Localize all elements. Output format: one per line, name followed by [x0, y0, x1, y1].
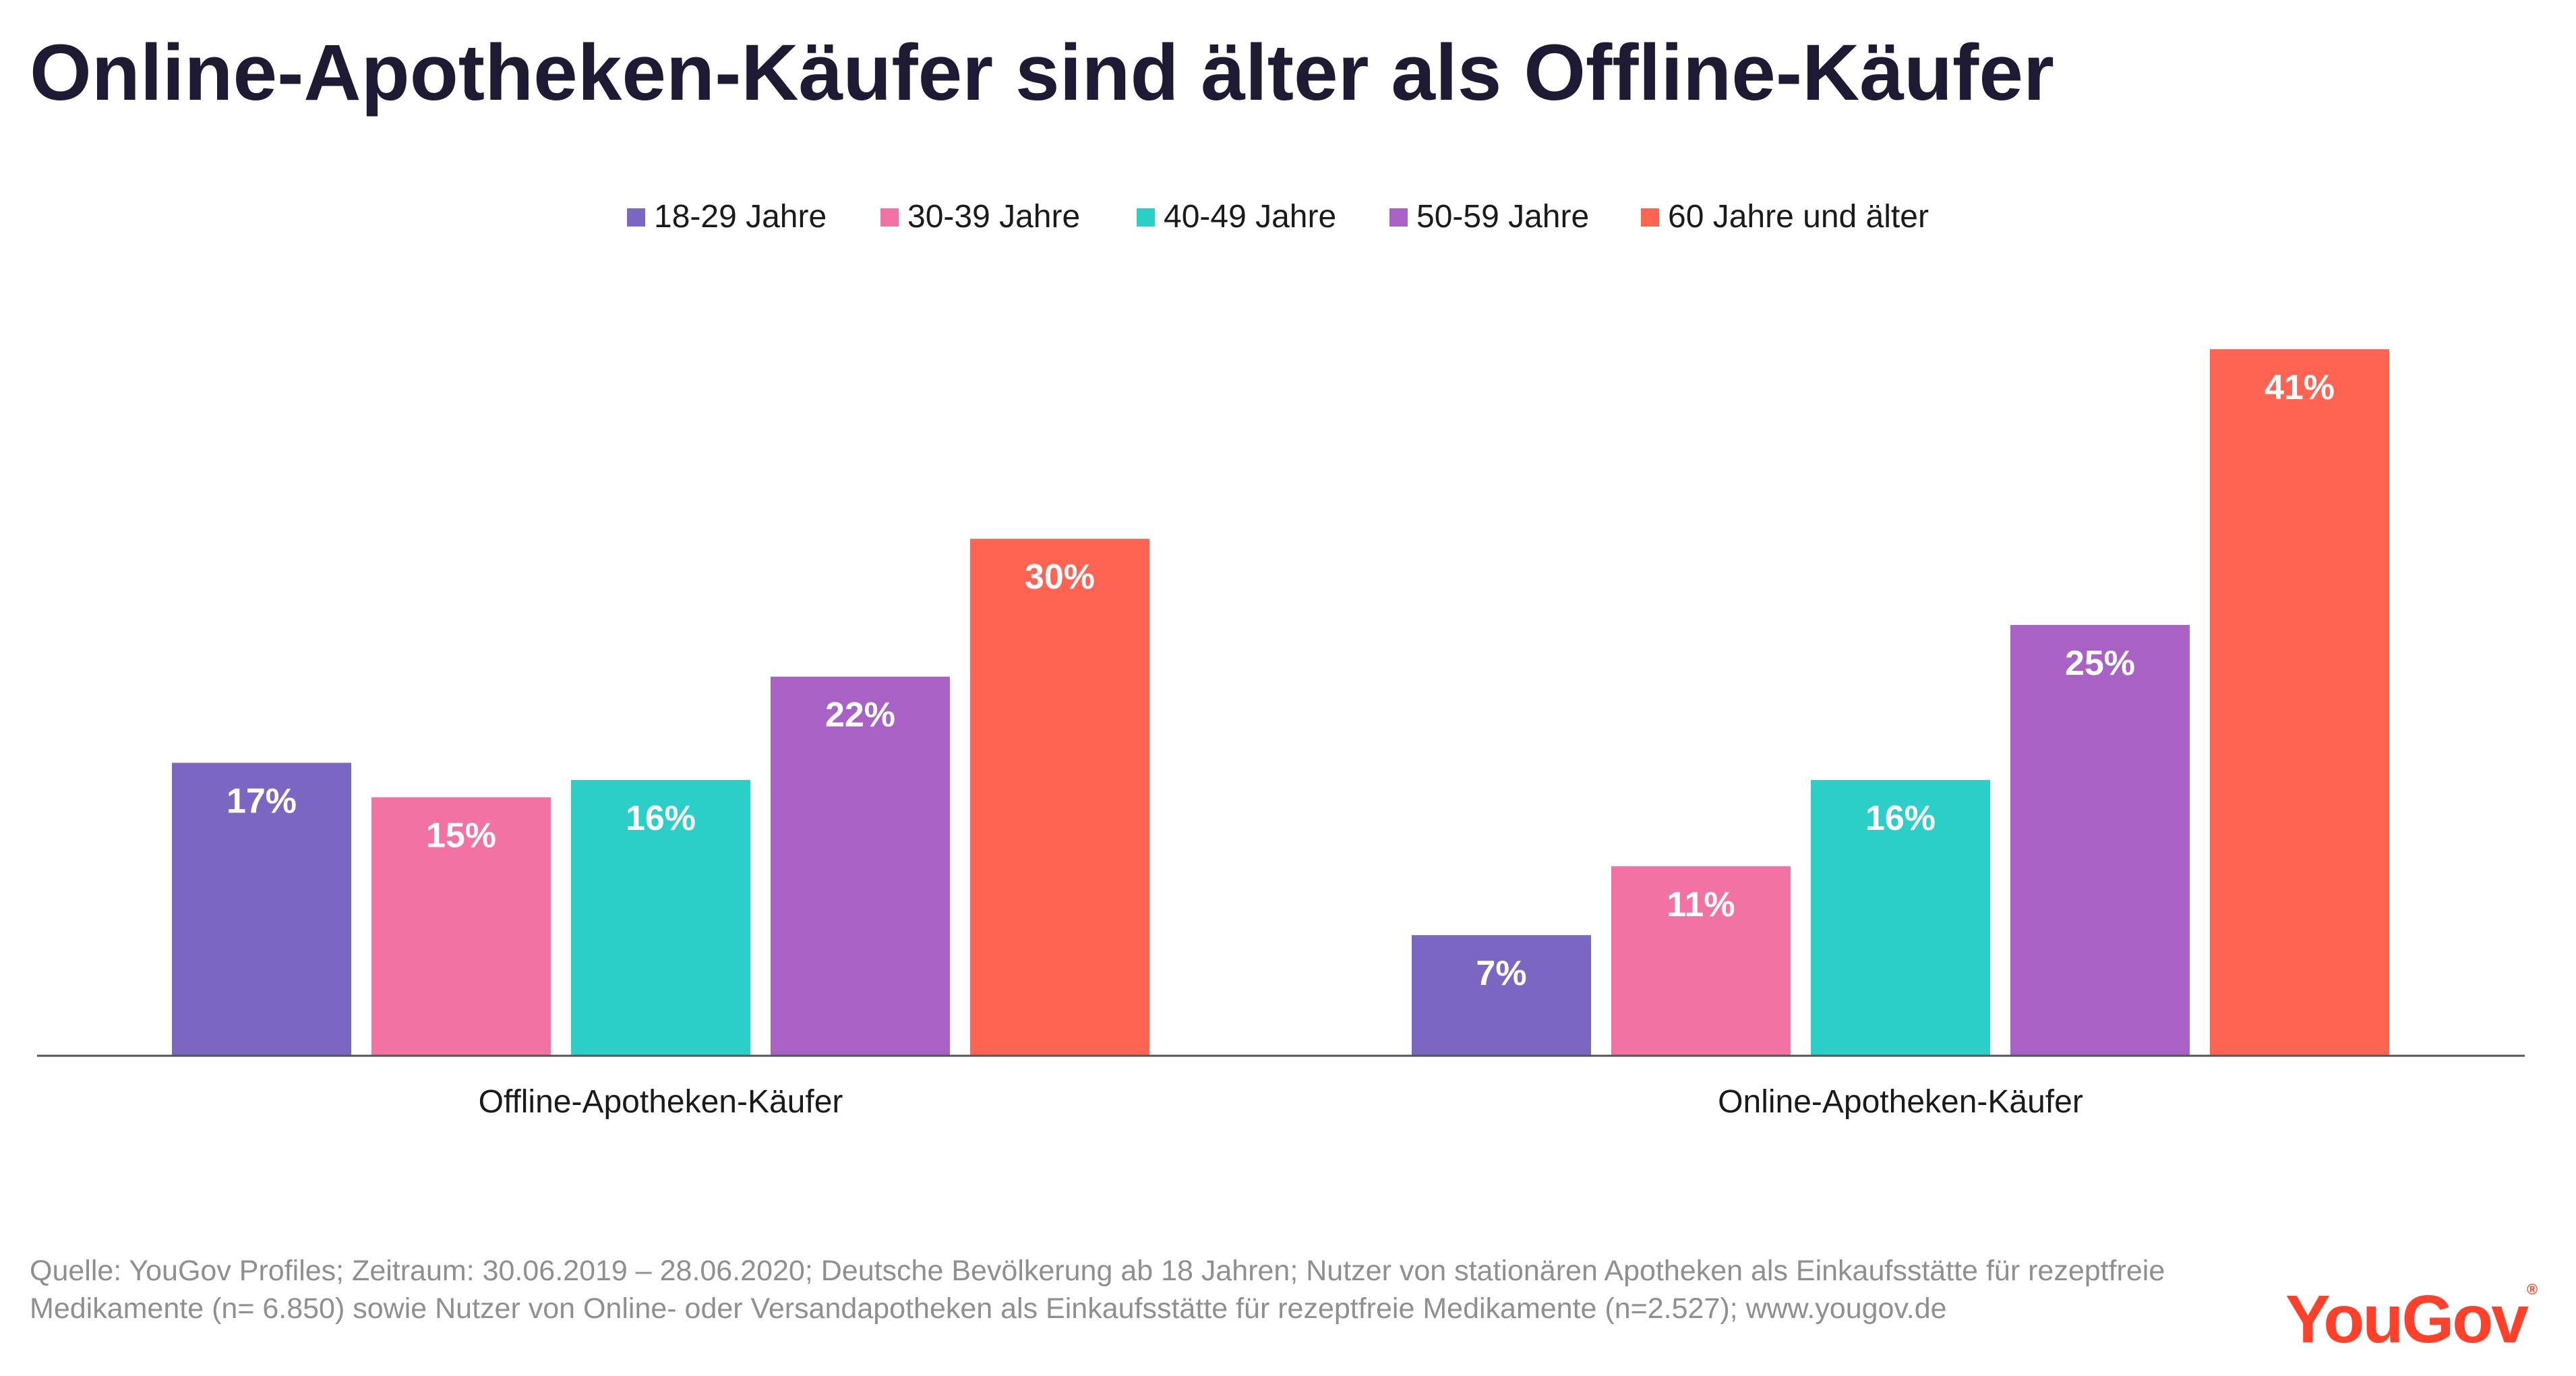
- value-label: 30%: [1025, 558, 1095, 597]
- bars-group: [172, 349, 2389, 1056]
- bar-offline-apotheken-k-ufer-60-jahre-und-lter: [970, 539, 1149, 1056]
- value-label: 17%: [227, 781, 297, 820]
- legend-item-50-59-jahre: 50-59 Jahre: [1389, 199, 1589, 235]
- legend-label: 18-29 Jahre: [654, 199, 827, 235]
- source-note: Quelle: YouGov Profiles; Zeitraum: 30.06…: [30, 1252, 2254, 1327]
- logo-text: YouGov: [2285, 1282, 2529, 1357]
- category-label: Online-Apotheken-Käufer: [1718, 1084, 2083, 1120]
- legend-item-30-39-jahre: 30-39 Jahre: [880, 199, 1080, 235]
- legend-swatch: [1137, 208, 1155, 227]
- legend-item-60-jahre-und-lter: 60 Jahre und älter: [1641, 199, 1929, 235]
- bar-online-apotheken-k-ufer-18-29-jahre: [1412, 935, 1591, 1056]
- value-label: 22%: [825, 696, 895, 735]
- value-labels-group: 17% 15% 16% 22% 30% 7% 11% 16% 25% 41%: [227, 368, 2335, 993]
- legend-item-40-49-jahre: 40-49 Jahre: [1137, 199, 1336, 235]
- bar-offline-apotheken-k-ufer-40-49-jahre: [571, 780, 750, 1056]
- logo-registered-mark: ®: [2526, 1281, 2538, 1298]
- bar-online-apotheken-k-ufer-50-59-jahre: [2010, 624, 2190, 1056]
- bar-online-apotheken-k-ufer-60-jahre-und-lter: [2210, 349, 2389, 1056]
- bar-chart: 18-29 Jahre 30-39 Jahre 40-49 Jahre 50-59 J…: [37, 199, 2525, 1120]
- legend-swatch: [880, 208, 899, 227]
- legend-label: 30-39 Jahre: [907, 199, 1080, 235]
- category-labels-group: Offline-Apotheken-Käufer Online-Apotheken…: [479, 1084, 2083, 1120]
- value-label: 15%: [426, 816, 496, 856]
- source-line-1: Quelle: YouGov Profiles; Zeitraum: 30.06…: [30, 1255, 2165, 1287]
- value-label: 41%: [2265, 368, 2335, 407]
- chart-title: Online-Apotheken-Käufer sind älter als O…: [30, 28, 2054, 117]
- legend-swatch: [1641, 208, 1659, 227]
- legend-label: 60 Jahre und älter: [1668, 199, 1929, 235]
- legend-label: 50-59 Jahre: [1416, 199, 1589, 235]
- legend-swatch: [627, 208, 645, 227]
- value-label: 25%: [2065, 644, 2135, 683]
- source-line-2: Medikamente (n= 6.850) sowie Nutzer von …: [30, 1292, 1947, 1325]
- bar-online-apotheken-k-ufer-40-49-jahre: [1811, 780, 1990, 1056]
- legend-item-18-29-jahre: 18-29 Jahre: [627, 199, 827, 235]
- bar-offline-apotheken-k-ufer-18-29-jahre: [172, 762, 351, 1056]
- legend-label: 40-49 Jahre: [1164, 199, 1336, 235]
- legend: 18-29 Jahre 30-39 Jahre 40-49 Jahre 50-59 J…: [627, 199, 1929, 235]
- value-label: 16%: [626, 799, 696, 838]
- value-label: 7%: [1476, 954, 1526, 993]
- bar-offline-apotheken-k-ufer-50-59-jahre: [771, 676, 950, 1056]
- value-label: 16%: [1865, 799, 1936, 838]
- legend-swatch: [1389, 208, 1408, 227]
- yougov-logo: YouGov®: [2285, 1281, 2538, 1358]
- category-label: Offline-Apotheken-Käufer: [479, 1084, 843, 1120]
- value-label: 11%: [1667, 885, 1735, 924]
- bar-offline-apotheken-k-ufer-30-39-jahre: [371, 797, 551, 1056]
- bar-online-apotheken-k-ufer-30-39-jahre: [1611, 866, 1791, 1056]
